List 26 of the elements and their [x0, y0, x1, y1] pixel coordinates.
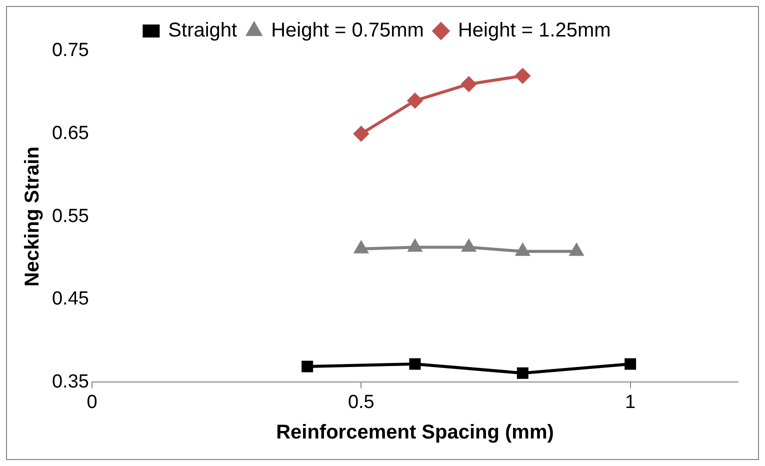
point [516, 244, 530, 256]
point [407, 93, 422, 108]
point [515, 68, 530, 84]
point [354, 241, 368, 254]
point [462, 240, 476, 252]
legend-label: Height = 1.25mm [458, 20, 611, 42]
y-tick-label: 0.65 [52, 123, 89, 144]
point [409, 358, 421, 370]
x-tick-label: 0 [86, 392, 98, 413]
y-axis-title: Necking Strain [22, 146, 44, 287]
point [570, 244, 584, 256]
point [516, 367, 528, 379]
legend-label: Straight [168, 20, 238, 42]
y-tick-label: 0.55 [52, 206, 89, 227]
x-axis-title: Reinforcement Spacing (mm) [276, 422, 554, 444]
y-tick-label: 0.75 [52, 40, 89, 62]
point [461, 76, 476, 92]
point [354, 126, 369, 142]
point [624, 358, 636, 370]
point [302, 360, 314, 372]
x-tick-label: 1 [625, 392, 636, 413]
legend-label: Height = 0.75mm [271, 20, 424, 42]
point [408, 240, 422, 252]
y-tick-label: 0.35 [52, 371, 89, 392]
y-tick-label: 0.45 [52, 288, 89, 310]
x-tick-label: 0.5 [348, 392, 374, 413]
